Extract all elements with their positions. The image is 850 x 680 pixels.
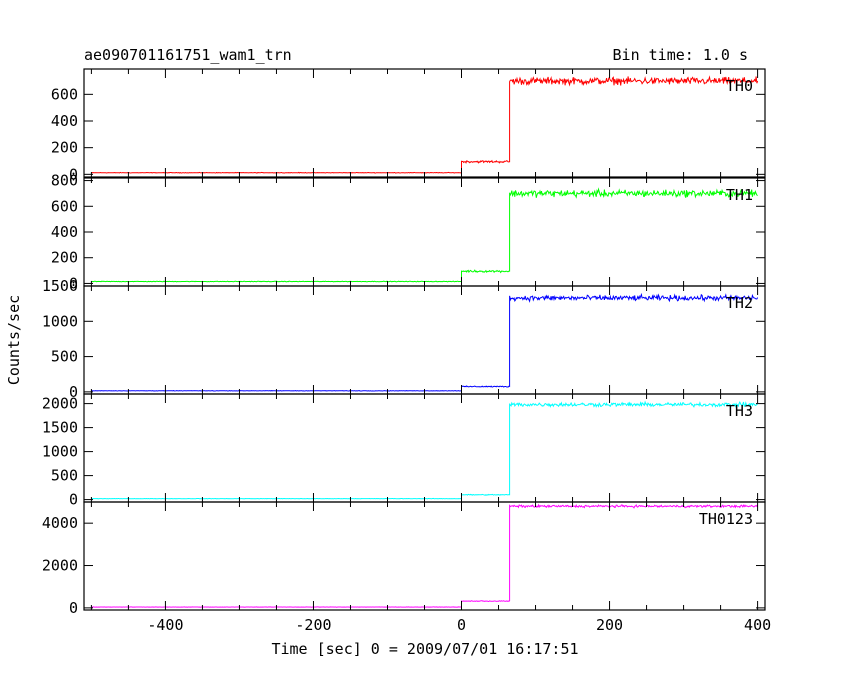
y-tick-label: 0 <box>69 383 78 401</box>
y-tick-label: 200 <box>51 249 78 267</box>
x-axis-label: Time [sec] 0 = 2009/07/01 16:17:51 <box>271 640 578 658</box>
y-tick-label: 800 <box>51 172 78 190</box>
y-tick-label: 0 <box>69 165 78 183</box>
series-line-th0 <box>91 75 759 174</box>
y-tick-label: 400 <box>51 112 78 130</box>
y-tick-label: 1500 <box>42 277 78 295</box>
series-line-th2 <box>91 292 759 392</box>
y-tick-label: 500 <box>51 348 78 366</box>
chart-title-left: ae090701161751_wam1_trn <box>84 46 292 64</box>
y-tick-label: 2000 <box>42 557 78 575</box>
panel-th2: 0 500 1000 1500 TH2 <box>42 277 766 401</box>
chart-title-right: Bin time: 1.0 s <box>613 46 748 64</box>
y-tick-label: 600 <box>51 197 78 215</box>
y-tick-label: 2000 <box>42 395 78 413</box>
y-tick-label: 0 <box>69 599 78 617</box>
series-line-th1 <box>91 187 758 283</box>
panel-frame <box>83 68 766 178</box>
series-line-th3 <box>91 400 758 500</box>
x-tick-label: 400 <box>744 616 771 634</box>
y-tick-label: 0 <box>69 491 78 509</box>
panel-frame <box>83 285 766 395</box>
y-tick-label: 0 <box>69 274 78 292</box>
panel-th0: 0 200 400 600 TH0 <box>51 68 766 183</box>
y-tick-label: 1500 <box>42 419 78 437</box>
y-tick-label: 600 <box>51 85 78 103</box>
x-tick-label: 200 <box>596 616 623 634</box>
y-tick-label: 4000 <box>42 514 78 532</box>
y-tick-label: 400 <box>51 223 78 241</box>
x-tick-label: -200 <box>295 616 331 634</box>
y-tick-label: 1000 <box>42 312 78 330</box>
y-tick-label: 500 <box>51 467 78 485</box>
y-tick-label: 200 <box>51 139 78 157</box>
panel-th3: 0 500 1000 1500 2000 TH3 <box>42 393 766 509</box>
panel-label: TH0123 <box>699 510 753 528</box>
y-tick-label: 1000 <box>42 443 78 461</box>
series-line-th0123 <box>91 503 759 608</box>
panel-frame <box>83 393 766 503</box>
panel-th1: 0 200 400 600 800 TH1 <box>51 172 766 292</box>
x-tick-label: 0 <box>457 616 466 634</box>
panel-label: TH3 <box>726 402 753 420</box>
panel-label: TH2 <box>726 294 753 312</box>
panel-label: TH1 <box>726 186 753 204</box>
panel-th0123: 0 2000 4000 TH0123 <box>42 501 766 617</box>
panel-frame <box>83 501 766 611</box>
panel-label: TH0 <box>726 77 753 95</box>
x-tick-label: -400 <box>147 616 183 634</box>
y-axis-label: Counts/sec <box>5 295 23 385</box>
panels-group: 0 200 400 600 TH0 0 200 400 600 800 TH1 0 500 1000 150… <box>42 68 771 634</box>
